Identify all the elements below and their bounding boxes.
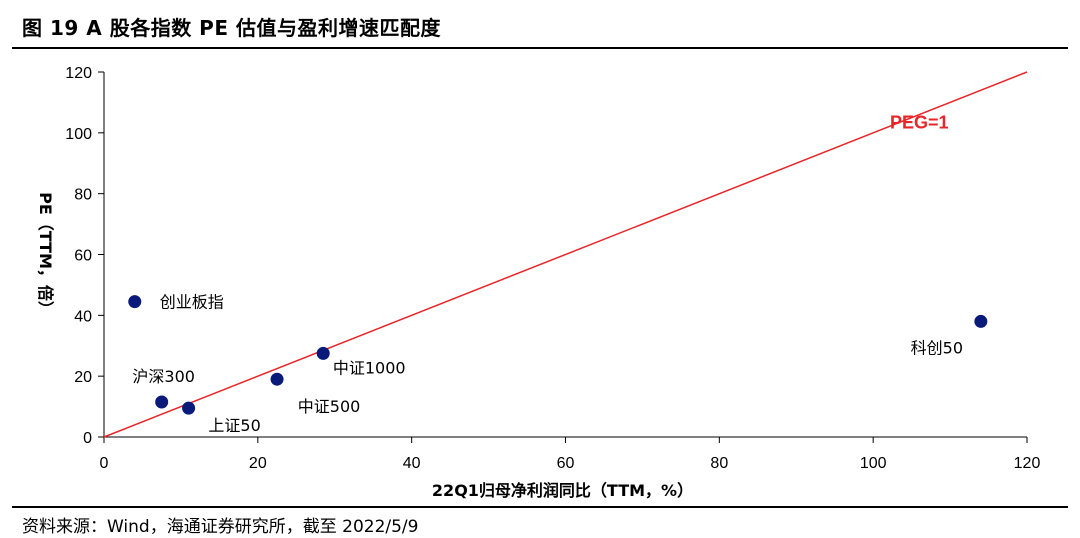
data-point [270, 372, 284, 386]
axes: 0 20 40 60 80 100 120 0 20 40 60 80 100 120 [65, 65, 1040, 472]
title-rule [12, 47, 1068, 49]
point-label: 中证500 [298, 397, 361, 416]
point-label: 中证1000 [333, 358, 406, 377]
peg-line [103, 71, 1028, 438]
x-tick-label: 40 [403, 455, 421, 472]
data-point [974, 314, 988, 328]
figure-title: 图 19 A 股各指数 PE 估值与盈利增速匹配度 [22, 16, 441, 40]
y-tick-label: 60 [74, 248, 92, 265]
y-tick-label: 120 [65, 65, 92, 82]
y-tick-label: 80 [74, 187, 92, 204]
y-tick-label: 20 [74, 369, 92, 386]
x-tick-label: 120 [1014, 455, 1041, 472]
x-tick-label: 100 [860, 455, 887, 472]
data-point [182, 401, 196, 415]
x-tick-label: 80 [710, 455, 728, 472]
x-tick-label: 60 [557, 455, 575, 472]
point-label: 沪深300 [132, 367, 195, 386]
x-tick-label: 0 [100, 455, 109, 472]
data-point [155, 395, 169, 409]
point-label: 上证50 [208, 416, 260, 435]
y-tick-label: 0 [83, 430, 92, 447]
peg-label: PEG=1 [890, 112, 949, 132]
x-axis-title: 22Q1归母净利润同比（TTM，%） [432, 481, 693, 500]
y-tick-label: 100 [65, 126, 92, 143]
source-note: 资料来源：Wind，海通证券研究所，截至 2022/5/9 [22, 517, 419, 537]
point-label: 创业板指 [160, 293, 224, 312]
data-point [316, 346, 330, 360]
peg-reference-line: PEG=1 [103, 71, 1028, 438]
x-tick-label: 20 [249, 455, 267, 472]
point-label: 科创50 [911, 338, 963, 357]
scatter-chart: 0 20 40 60 80 100 120 0 20 40 60 80 100 120 PEG=1 创业板… [36, 65, 1040, 500]
y-axis-title: PE（TTM，倍） [36, 192, 55, 317]
data-point [128, 295, 142, 309]
source-rule [12, 506, 1068, 508]
y-tick-label: 40 [74, 308, 92, 325]
